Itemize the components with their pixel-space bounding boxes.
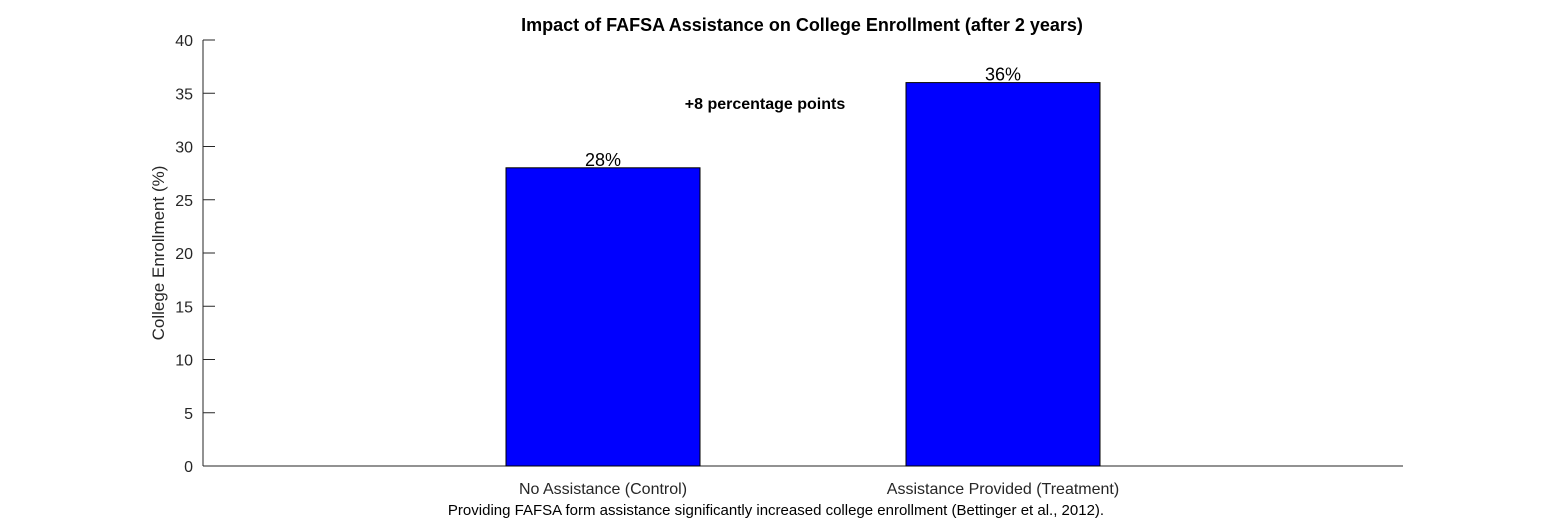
bar-1 [505, 167, 701, 467]
x-tick-label: No Assistance (Control) [519, 481, 687, 498]
y-tick-label: 30 [175, 140, 193, 157]
bar-2 [905, 82, 1101, 467]
y-tick-label: 10 [175, 353, 193, 370]
y-tick-label: 5 [184, 406, 193, 423]
bar-value-label: 36% [985, 65, 1021, 85]
y-tick-label: 20 [175, 246, 193, 263]
y-tick-label: 25 [175, 193, 193, 210]
bar-value-label: 28% [585, 150, 621, 170]
y-tick-label: 35 [175, 86, 193, 103]
y-tick-label: 15 [175, 299, 193, 316]
data-labels: 28% 36% [585, 65, 1021, 170]
y-axis-label: College Enrollment (%) [149, 166, 168, 341]
y-tick-label: 40 [175, 33, 193, 50]
difference-annotation: +8 percentage points [685, 96, 846, 113]
chart-title: Impact of FAFSA Assistance on College En… [521, 15, 1083, 35]
chart-caption: Providing FAFSA form assistance signific… [448, 502, 1104, 519]
axes: No Assistance (Control) Assistance Provid… [175, 33, 1403, 498]
y-tick-label: 0 [184, 459, 193, 476]
bars [505, 82, 1101, 467]
x-tick-label: Assistance Provided (Treatment) [887, 481, 1119, 498]
